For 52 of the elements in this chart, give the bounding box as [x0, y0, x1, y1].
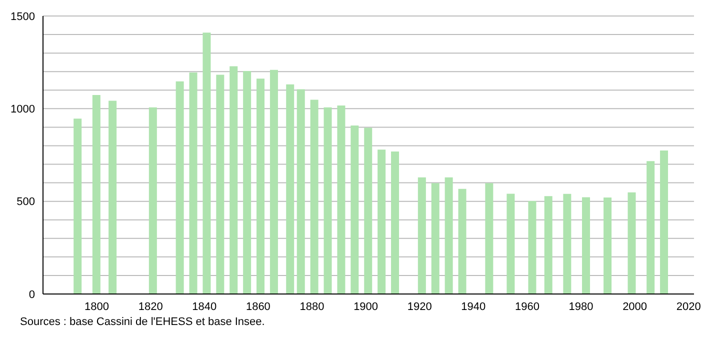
bar — [364, 128, 372, 294]
bar — [92, 94, 100, 294]
bar — [506, 194, 515, 294]
bar — [324, 107, 332, 294]
bar — [286, 84, 294, 294]
x-tick-label: 1940 — [461, 300, 486, 313]
x-tick-label: 1800 — [84, 300, 110, 313]
bar — [391, 151, 400, 294]
y-tick-label: 0 — [28, 288, 35, 301]
x-tick-label: 1960 — [514, 300, 540, 313]
y-tick-label: 500 — [16, 196, 35, 208]
bar — [108, 100, 117, 294]
bar — [582, 197, 590, 294]
bar — [148, 107, 157, 294]
bar — [243, 71, 252, 294]
bar — [418, 177, 426, 294]
bar — [485, 183, 494, 294]
bar — [660, 150, 668, 294]
source-note: Sources : base Cassini de l'EHESS et base Insee. — [20, 316, 266, 328]
bar — [216, 74, 224, 294]
bar — [256, 78, 265, 294]
x-tick-label: 2020 — [676, 300, 701, 313]
bar — [528, 200, 536, 294]
bar — [270, 70, 278, 294]
x-tick-label: 1820 — [138, 300, 163, 313]
x-tick-label: 1980 — [568, 300, 594, 313]
bar — [296, 89, 305, 294]
bar — [544, 196, 552, 294]
bar — [202, 32, 211, 294]
bar — [458, 188, 466, 294]
x-tick-label: 1880 — [300, 300, 324, 313]
bar — [431, 183, 440, 294]
bar — [310, 100, 318, 294]
y-tick-label: 1000 — [10, 104, 35, 116]
bar — [350, 126, 359, 294]
bar — [563, 194, 572, 294]
bar — [444, 177, 453, 294]
bar — [337, 106, 346, 294]
bar — [604, 197, 612, 294]
bar — [378, 150, 386, 294]
x-tick-label: 1840 — [192, 300, 217, 313]
x-tick-label: 1900 — [354, 300, 378, 313]
bar — [646, 161, 655, 294]
bar — [189, 72, 198, 294]
x-tick-label: 1920 — [407, 300, 432, 313]
y-tick-label: 1500 — [10, 10, 35, 23]
x-tick-label: 2000 — [622, 300, 648, 313]
bar — [74, 118, 82, 294]
bar — [176, 81, 184, 294]
x-tick-label: 1860 — [246, 300, 270, 313]
bar — [230, 66, 238, 294]
bar — [628, 192, 636, 294]
